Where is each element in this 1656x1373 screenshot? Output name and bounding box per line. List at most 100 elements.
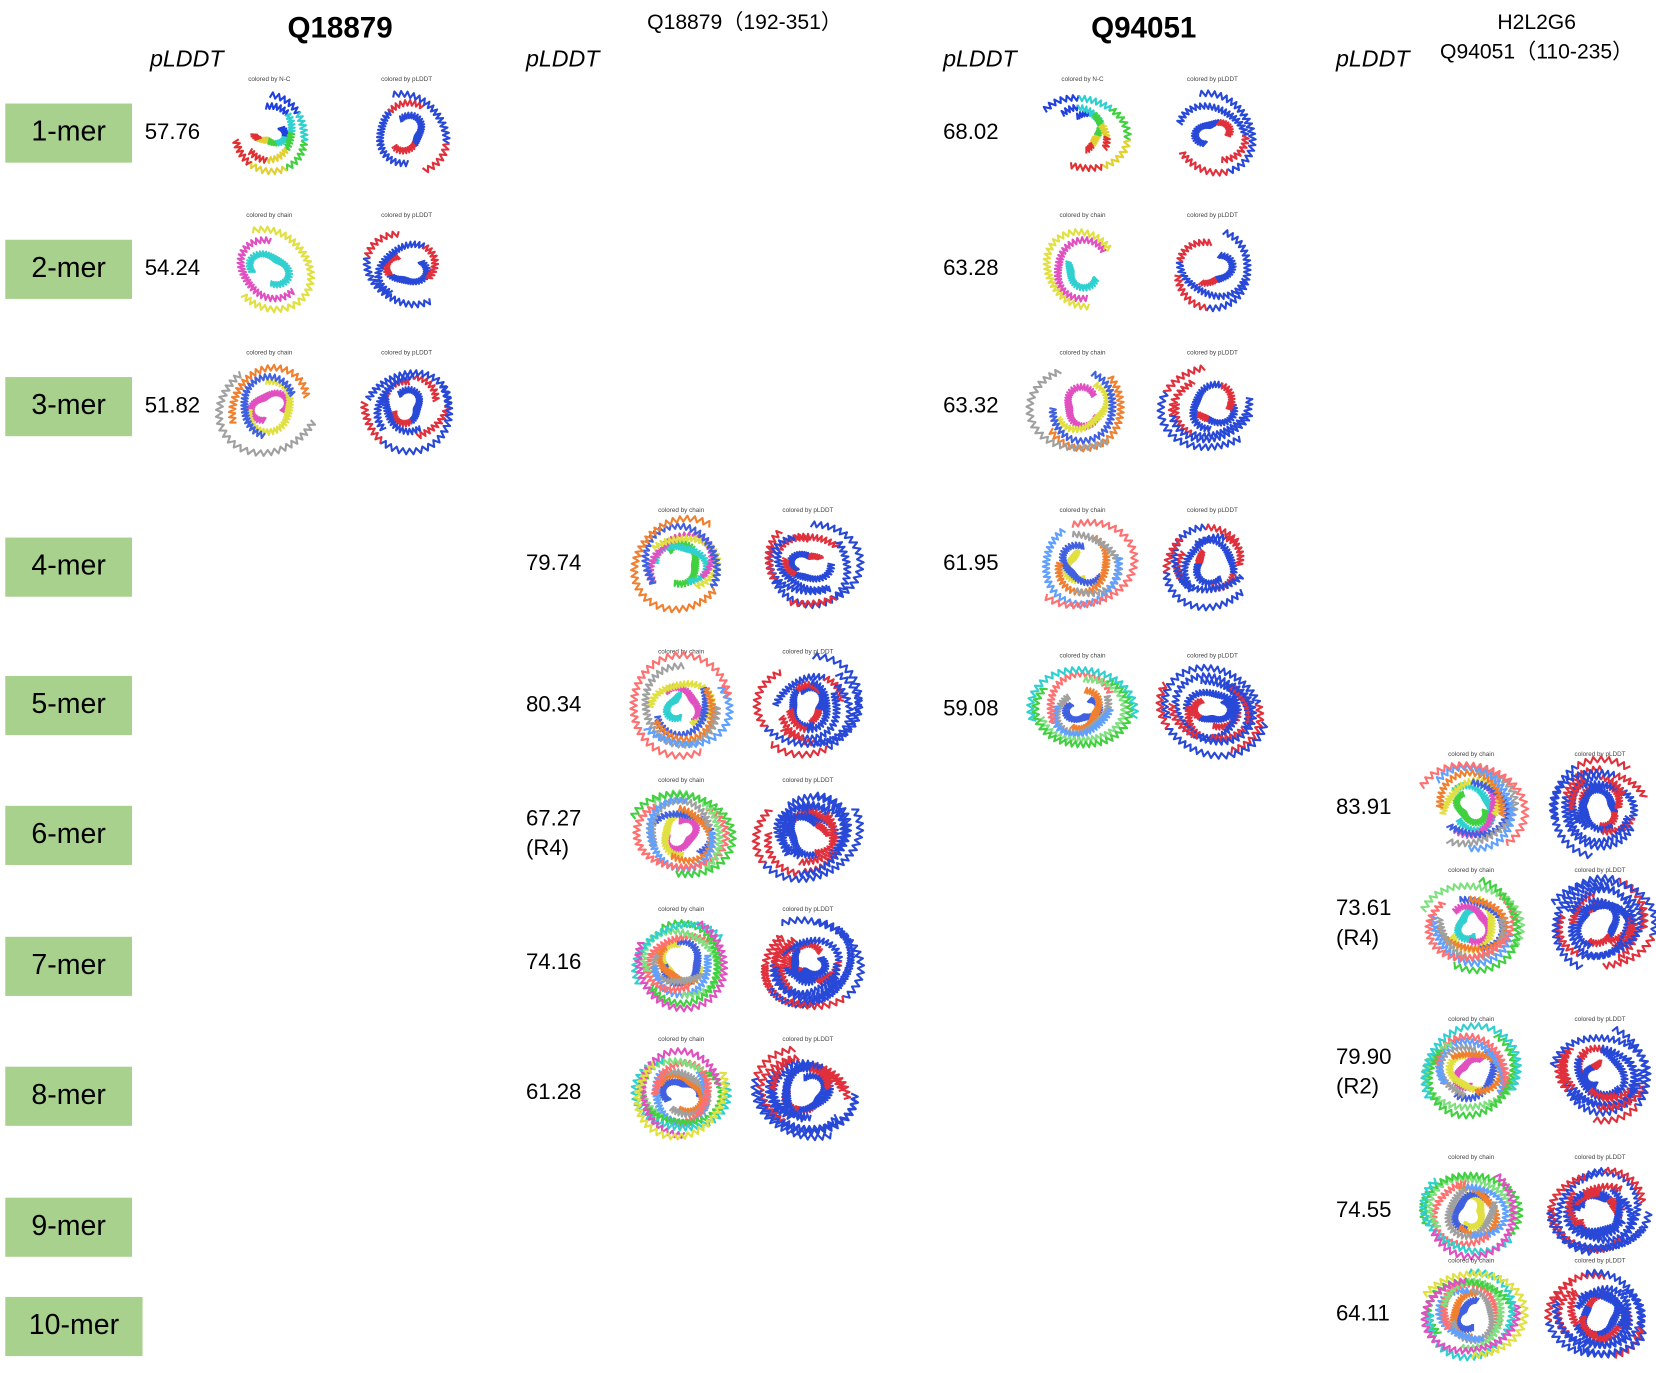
chain-trace [1176,238,1213,263]
structure-image [631,919,729,1013]
chain-trace [265,146,289,165]
row-label-box [5,103,133,163]
chain-trace [398,111,426,148]
image-caption: colored by chain [1059,507,1106,514]
structure-image [1025,368,1125,453]
chain-trace [1196,698,1236,724]
image-caption: colored by pLDDT [782,777,833,784]
chain-trace [1598,811,1619,831]
chain-trace [1551,874,1621,970]
chain-trace [1178,151,1229,177]
chain-trace [1418,1171,1524,1235]
chain-trace [1602,1087,1632,1103]
chain-trace [1214,251,1237,284]
chain-trace [360,400,383,445]
image-caption: colored by pLDDT [1187,349,1238,356]
chain-trace [1554,913,1579,957]
structure-image [1026,665,1139,749]
chain-trace [374,240,426,296]
chain-trace [284,112,296,134]
chain-trace [1420,882,1526,951]
chain-trace [1563,882,1638,926]
chain-trace [629,651,732,760]
image-caption: colored by chain [658,507,705,514]
chain-trace [1590,1059,1603,1071]
chain-trace [286,139,309,172]
image-caption: colored by chain [658,1036,705,1043]
chain-trace [1192,410,1210,423]
structure-image [360,369,454,456]
structure-image [1162,523,1245,612]
chain-trace [1419,1177,1513,1256]
chain-trace [1566,1289,1580,1327]
chain-trace [808,552,825,561]
chain-trace [786,550,811,573]
chain-trace [1200,677,1253,729]
structure-image [629,651,734,760]
chain-trace [1205,401,1239,427]
image-caption: colored by chain [658,906,705,913]
chain-trace [1098,122,1111,138]
structure-image [1041,518,1139,610]
chain-trace [240,225,316,314]
chain-trace [268,91,301,115]
chain-trace [247,147,268,164]
chain-trace [809,520,865,601]
column-title: Q18879（192-351） [647,11,842,34]
chain-trace [1162,571,1244,612]
image-caption: colored by pLDDT [782,906,833,913]
chain-trace [1603,1166,1647,1205]
chain-trace [375,108,410,168]
chain-trace [1602,934,1656,970]
chain-trace [648,952,705,986]
chain-trace [1545,1319,1645,1358]
chain-trace [807,806,837,828]
structure-image [750,1045,860,1142]
row-label-box [5,1197,133,1257]
plddt-value: 73.61 [1336,895,1391,920]
chain-trace [820,1065,852,1100]
plddt-value: 74.55 [1336,1197,1391,1222]
chain-trace [1058,541,1105,587]
chain-trace [1205,229,1252,313]
chain-trace [630,790,737,879]
image-caption: colored by chain [1059,653,1106,660]
chain-trace [1184,705,1201,739]
chain-trace [362,256,432,309]
image-caption: colored by pLDDT [1575,867,1626,874]
image-caption: colored by pLDDT [782,507,833,514]
plddt-value: 64.11 [1336,1301,1390,1326]
chain-trace [1069,162,1103,173]
chain-trace [634,920,729,1013]
image-caption: colored by pLDDT [1187,507,1238,514]
row-label-box [5,1066,133,1126]
chain-trace [386,259,432,286]
chain-trace [1048,370,1117,446]
chain-trace [773,804,810,860]
image-caption: colored by chain [246,349,293,356]
chain-trace [249,161,288,176]
structure-image [236,225,316,314]
chain-trace [1195,682,1258,746]
chain-trace [1453,1296,1480,1334]
chain-trace [1444,1185,1498,1241]
image-caption: colored by pLDDT [381,76,432,83]
chain-trace [1089,134,1101,147]
chain-trace [364,230,400,259]
chain-trace [1065,260,1100,292]
chain-trace [1592,1103,1638,1125]
chain-trace [786,708,808,733]
plddt-value: 79.74 [526,550,581,575]
rank-note: (R4) [526,835,569,860]
image-caption: colored by chain [1448,751,1495,758]
chain-trace [1044,518,1139,610]
chain-trace [1025,368,1109,452]
image-caption: colored by chain [246,212,293,219]
chain-trace [1550,877,1656,937]
chain-trace [415,405,452,440]
plddt-value: 63.32 [943,392,998,417]
structure-image [760,916,866,1011]
chain-trace [1445,778,1511,839]
structure-image [375,89,451,174]
chain-trace [1197,276,1219,287]
